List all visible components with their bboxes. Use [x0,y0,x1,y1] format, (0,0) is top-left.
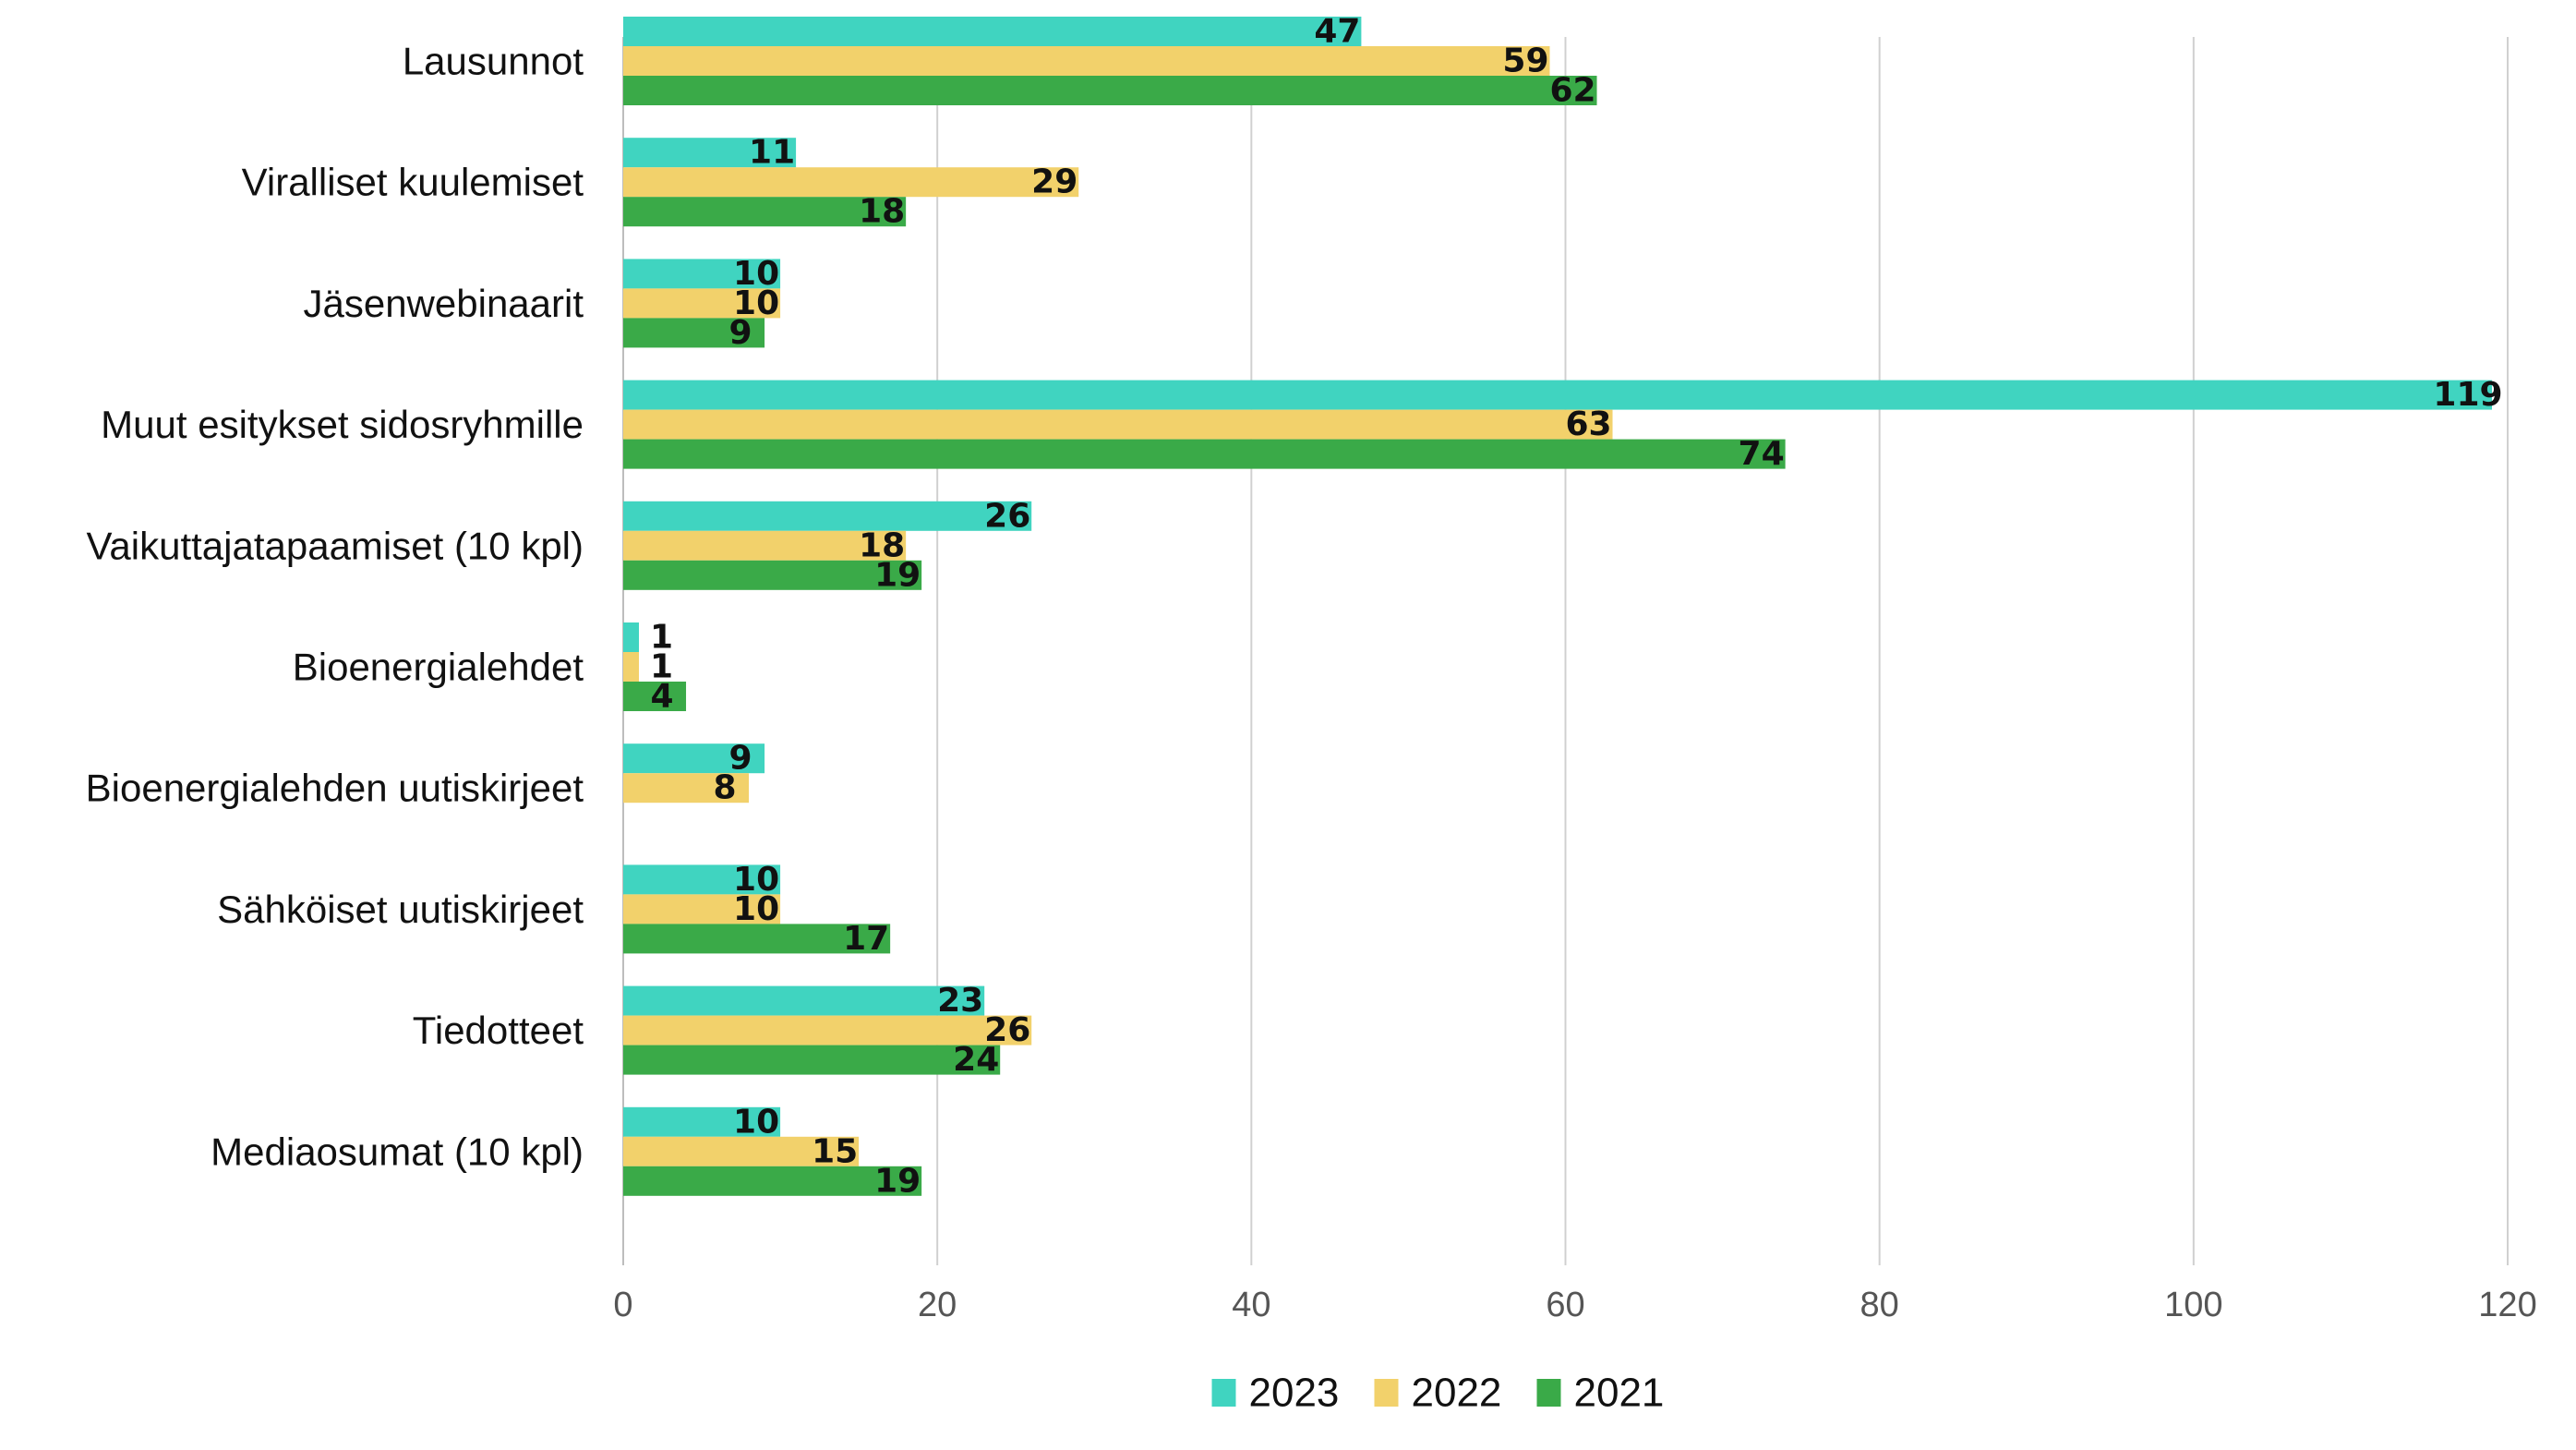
bar-2023 [623,622,640,652]
data-label: 17 [843,920,889,958]
category-label: Bioenergialehdet [293,646,584,689]
bar-2023 [623,17,1362,46]
category-label: Bioenergialehden uutiskirjeet [86,767,584,810]
bar-2021 [623,560,922,590]
data-label: 9 [729,314,752,352]
bar-2022 [623,1136,860,1166]
data-label: 29 [1031,163,1077,201]
x-tick-label: 40 [1232,1286,1270,1324]
data-label: 10 [733,890,779,928]
x-tick-label: 20 [918,1286,957,1324]
data-label: 9 [729,740,752,778]
data-label: 26 [984,1011,1030,1049]
data-label: 10 [733,861,779,899]
category-label: Muut esitykset sidosryhmille [101,403,584,446]
data-label: 1 [650,619,673,657]
bar-2023 [623,501,1032,531]
bar-2022 [623,894,781,924]
legend: 2023 2022 2021 [1211,1371,1665,1416]
category-label: Sähköiset uutiskirjeet [217,888,584,931]
bar-2023 [623,259,781,289]
data-label: 15 [812,1132,858,1170]
data-label: 74 [1739,435,1785,473]
bars [623,17,2492,1196]
data-label: 1 [650,648,673,686]
bar-2021 [623,1166,922,1196]
data-label: 18 [859,193,905,231]
bar-2022 [623,409,1613,440]
data-label: 24 [953,1041,999,1079]
bar-2022 [623,773,750,804]
bar-2021 [623,439,1786,469]
data-label: 119 [2433,376,2502,414]
data-label: 62 [1549,72,1595,110]
data-label: 10 [733,255,779,293]
bar-2022 [623,167,1079,198]
data-label: 11 [749,134,795,172]
category-label: Viralliset kuulemiset [242,161,584,204]
x-tick-label: 80 [1860,1286,1899,1324]
legend-swatch-2021 [1536,1379,1561,1407]
bar-2023 [623,380,2492,410]
data-label: 47 [1314,13,1360,51]
bar-2023 [623,985,985,1016]
data-labels: 4759621129181010911963742618191149810101… [650,13,2503,1201]
data-label: 8 [714,769,737,807]
bar-2022 [623,288,781,319]
bar-2023 [623,743,765,774]
bar-2021 [623,1045,1001,1075]
bar-2021 [623,924,891,954]
legend-swatch-2023 [1211,1379,1236,1407]
x-tick-label: 0 [613,1286,632,1324]
bar-2021 [623,682,687,711]
legend-label: 2023 [1249,1371,1340,1416]
data-label: 19 [874,1162,921,1200]
category-label: Vaikuttajatapaamiset (10 kpl) [87,524,584,567]
bar-2022 [623,46,1550,76]
bar-2022 [623,530,907,561]
gridlines [622,37,2509,1265]
legend-label: 2022 [1412,1371,1502,1416]
bar-2023 [623,1106,781,1137]
bar-2023 [623,138,797,168]
data-label: 63 [1565,405,1611,443]
category-labels: Lausunnot Viralliset kuulemiset Jäsenwebin… [86,40,584,1174]
category-label: Lausunnot [403,40,584,83]
category-label: Tiedotteet [413,1009,584,1052]
data-label: 10 [733,284,779,322]
data-label: 59 [1502,42,1548,80]
bar-2023 [623,864,781,895]
category-label: Mediaosumat (10 kpl) [211,1130,584,1173]
x-tick-label: 100 [2164,1286,2222,1324]
legend-swatch-2022 [1374,1379,1399,1407]
bar-2021 [623,197,907,227]
data-label: 10 [733,1103,779,1141]
bar-2022 [623,652,640,682]
bar-2021 [623,318,765,348]
x-axis-ticks: 0 20 40 60 80 100 120 [613,1286,2536,1324]
x-tick-label: 120 [2478,1286,2536,1324]
legend-label: 2021 [1574,1371,1665,1416]
category-label: Jäsenwebinaarit [303,282,584,325]
data-label: 26 [984,497,1030,535]
data-label: 23 [937,982,983,1020]
bar-2022 [623,1015,1032,1045]
data-label: 19 [874,556,921,594]
x-tick-label: 60 [1546,1286,1584,1324]
bar-2021 [623,76,1597,105]
data-label: 4 [651,678,674,716]
data-label: 18 [859,526,905,564]
